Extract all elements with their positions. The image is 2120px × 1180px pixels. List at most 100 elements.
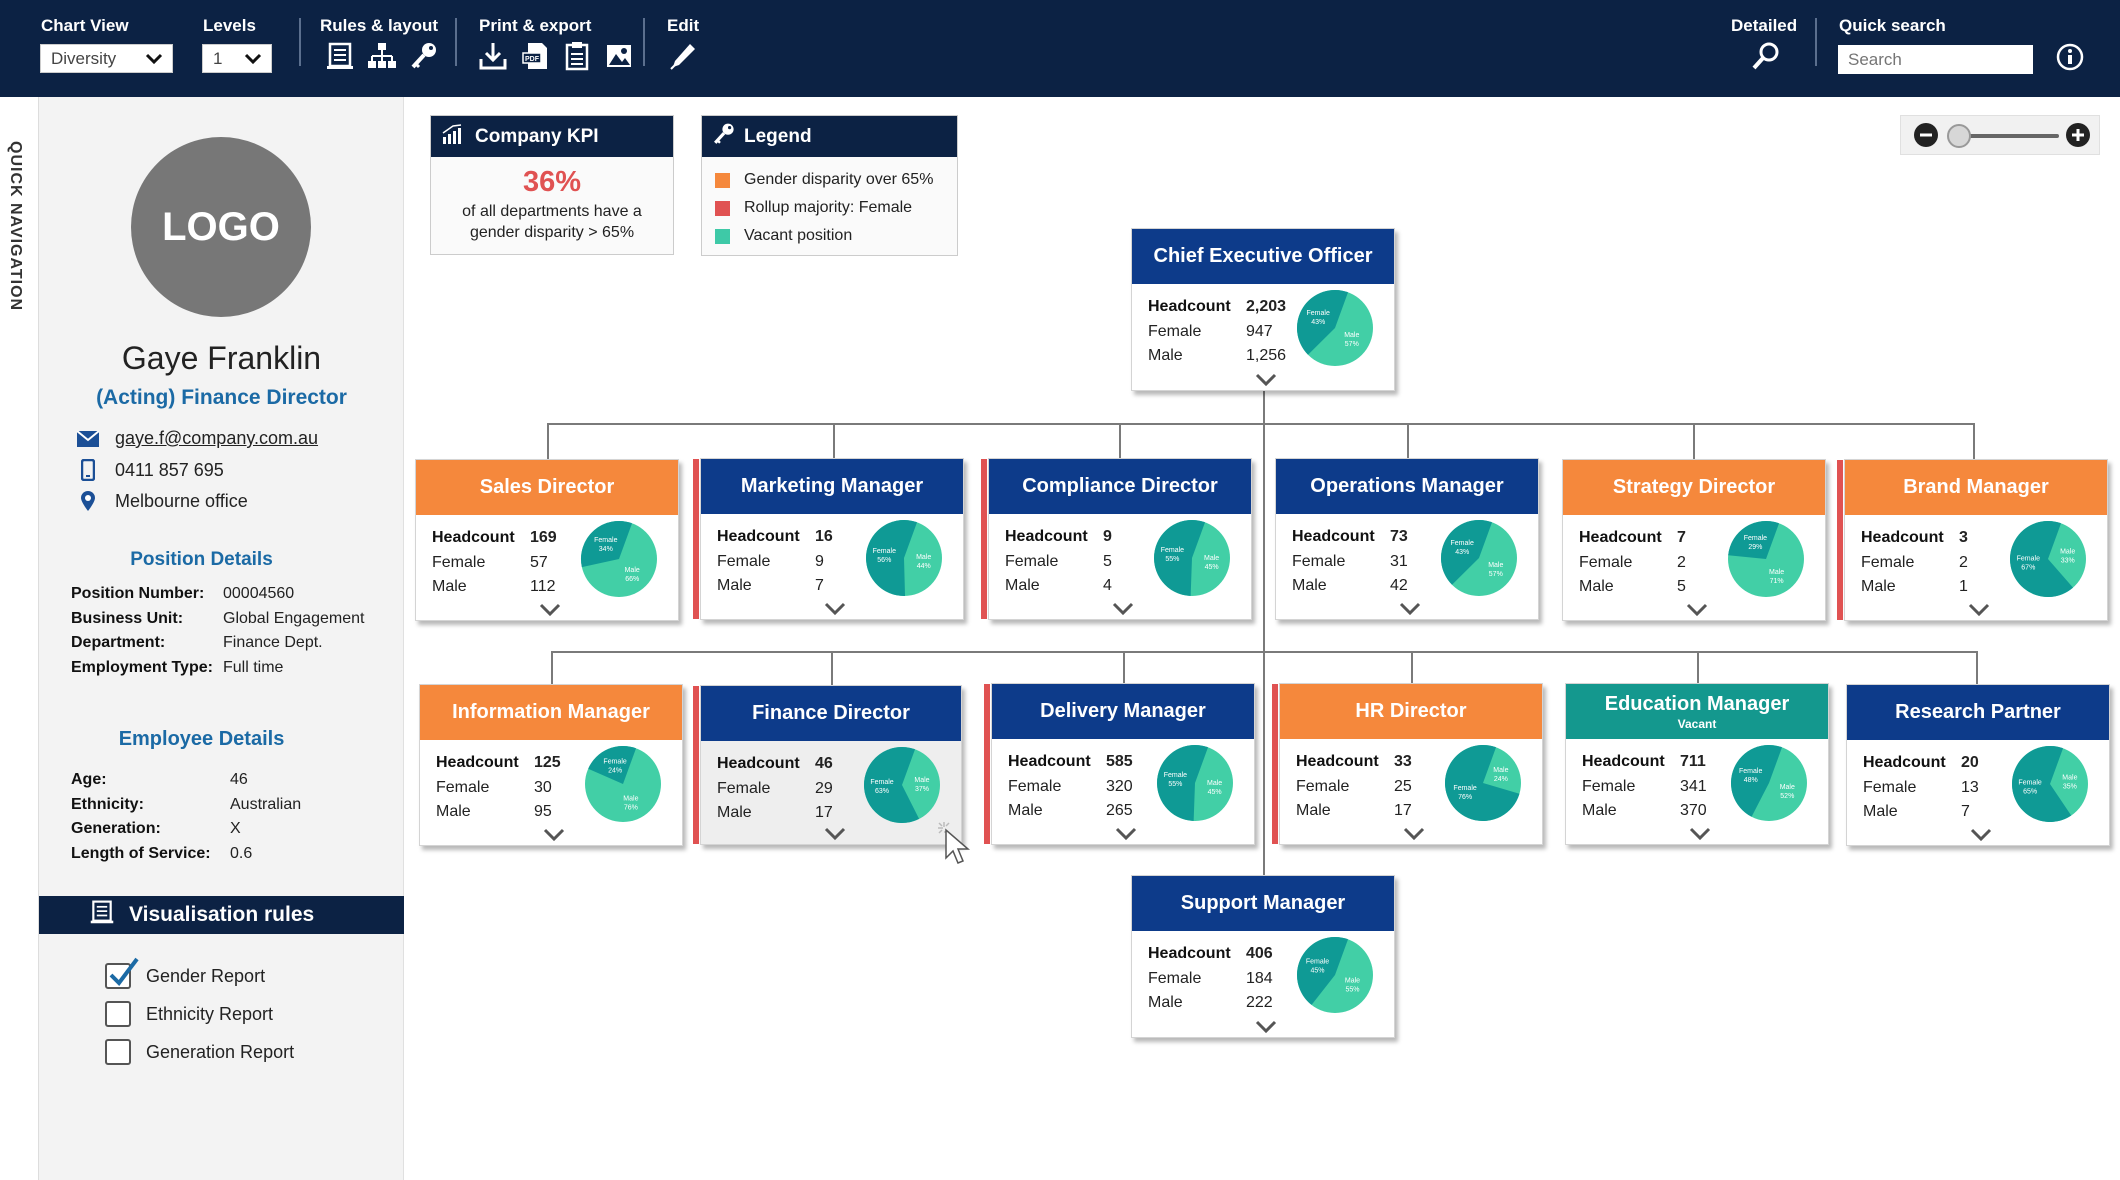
node-title: Support Manager [1180,892,1346,914]
zoom-in-button[interactable] [2066,123,2090,147]
pie-pct-female: 55% [1165,556,1179,563]
quick-navigation-tab[interactable]: QUICK NAVIGATION [0,97,39,1180]
headcount-row: Headcount 9 [1005,525,1149,550]
detail-key: Generation: [71,820,161,837]
chart-view-select[interactable]: Diversity [40,44,173,73]
headcount-row: Headcount 33 [1296,750,1440,775]
expand-chevron-icon[interactable] [538,602,562,618]
org-node-finance[interactable]: Finance Director Headcount 46 Female 29 Male 1… [693,685,962,845]
edit-icons [667,40,699,72]
levels-select[interactable]: 1 [202,44,272,73]
rules-list-icon[interactable] [324,40,356,72]
pie-slice-female [1444,744,1520,821]
gender-pie-chart: Female 67% Male 33% [2010,520,2086,597]
key-icon[interactable] [408,40,440,72]
node-stats: Headcount 16 Female 9 Male 7 [717,525,861,599]
org-node-ceo[interactable]: Chief Executive Officer Headcount 2,203 Fem… [1131,228,1395,391]
expand-chevron-icon[interactable] [1254,372,1278,388]
download-icon[interactable] [477,40,509,72]
rule-gender-report[interactable]: Gender Report [105,957,265,989]
female-row: Female 30 [436,776,580,801]
expand-chevron-icon[interactable] [823,601,847,617]
detail-key: Business Unit: [71,609,184,627]
expand-chevron-icon[interactable] [1111,601,1135,617]
magnifier-icon[interactable] [1750,40,1782,72]
node-subtitle: Vacant [1677,716,1717,731]
expand-chevron-icon[interactable] [1402,826,1426,842]
checkbox[interactable] [105,1039,131,1065]
rule-ethnicity-report[interactable]: Ethnicity Report [105,1001,273,1027]
expand-chevron-icon[interactable] [542,827,566,843]
pie-label-female: Female [1307,310,1330,317]
female-row: Female 31 [1292,550,1436,575]
expand-chevron-icon[interactable] [1685,602,1709,618]
male-label: Male [1861,578,1896,595]
org-node-delivery[interactable]: Delivery Manager Headcount 585 Female 320 Mal… [984,683,1255,845]
image-export-icon[interactable] [603,40,635,72]
clipboard-icon[interactable] [561,40,593,72]
female-row: Female 2 [1579,551,1723,576]
org-layout-icon[interactable] [366,40,398,72]
male-row: Male 112 [432,575,576,600]
expand-chevron-icon[interactable] [823,826,847,842]
pie-pct-male: 52% [1780,793,1794,800]
male-value: 17 [815,804,833,821]
org-node-information[interactable]: Information Manager Headcount 125 Female 30 M… [419,684,683,846]
org-node-education[interactable]: Education Manager Vacant Headcount 711 Femal… [1565,683,1829,845]
expand-chevron-icon[interactable] [1967,602,1991,618]
pdf-icon[interactable]: PDF [519,40,551,72]
male-row: Male 5 [1579,575,1723,600]
org-node-brand[interactable]: Brand Manager Headcount 3 Female 2 Male 1 Femal… [1837,459,2108,621]
levels-label: Levels [203,16,256,35]
headcount-row: Headcount 169 [432,526,576,551]
node-title: HR Director [1355,700,1467,722]
search-input[interactable] [1838,45,2033,74]
org-node-operations[interactable]: Operations Manager Headcount 73 Female 31 Mal… [1275,458,1539,620]
connector-drop [1976,651,1978,685]
zoom-out-button[interactable] [1914,123,1938,147]
headcount-label: Headcount [1292,528,1375,545]
female-label: Female [1582,777,1636,795]
expand-chevron-icon[interactable] [1254,1019,1278,1035]
headcount-label: Headcount [436,754,519,771]
org-node-marketing[interactable]: Marketing Manager Headcount 16 Female 9 Male 7… [693,458,964,620]
checkbox[interactable] [105,1001,131,1027]
zoom-slider-handle[interactable] [1947,124,1971,148]
expand-chevron-icon[interactable] [1398,601,1422,617]
headcount-row: Headcount 16 [717,525,861,550]
pencil-icon[interactable] [667,40,699,72]
org-node-compliance[interactable]: Compliance Director Headcount 9 Female 5 Male… [981,458,1252,620]
kpi-line: of all departments have a [462,203,642,220]
org-node-strategy[interactable]: Strategy Director Headcount 7 Female 2 Male 5 F… [1562,459,1826,621]
rollup-female-indicator [1837,460,1843,620]
node-stats: Headcount 2,203 Female 947 Male 1,256 [1148,295,1292,369]
pie-pct-male: 76% [624,804,638,811]
male-value: 7 [815,577,824,594]
phone-number: 0411 857 695 [115,459,224,480]
rule-generation-report[interactable]: Generation Report [105,1039,294,1065]
org-node-sales[interactable]: Sales Director Headcount 169 Female 57 Male 11… [415,459,679,621]
expand-chevron-icon[interactable] [1688,826,1712,842]
org-node-research[interactable]: Research Partner Headcount 20 Female 13 Male 7… [1846,684,2110,846]
org-node-support[interactable]: Support Manager Headcount 406 Female 184 Male… [1131,875,1395,1038]
email-link[interactable]: gaye.f@company.com.au [115,428,319,448]
expand-chevron-icon[interactable] [1114,826,1138,842]
rollup-female-indicator [981,459,987,619]
node-header: Support Manager [1132,876,1394,931]
detail-value: 46 [230,771,248,788]
male-label: Male [432,578,467,595]
headcount-value: 2,203 [1246,298,1287,315]
info-icon[interactable] [2056,43,2084,71]
org-node-hr[interactable]: HR Director Headcount 33 Female 25 Male 17 Fema… [1272,683,1543,845]
pie-slice-female [863,746,920,823]
expand-chevron-icon[interactable] [1969,827,1993,843]
chart-view-label: Chart View [41,16,129,35]
zoom-track[interactable] [1959,134,2059,138]
male-value: 265 [1106,802,1133,819]
checkbox[interactable] [105,957,139,989]
employee-details: Age: 46 Ethnicity: Australian Generation: X… [71,768,301,866]
rules-list-icon [89,899,115,931]
detail-value: 00004560 [223,585,295,602]
headcount-label: Headcount [1863,754,1946,771]
gender-pie-chart: Female 45% Male 55% [1297,936,1373,1013]
